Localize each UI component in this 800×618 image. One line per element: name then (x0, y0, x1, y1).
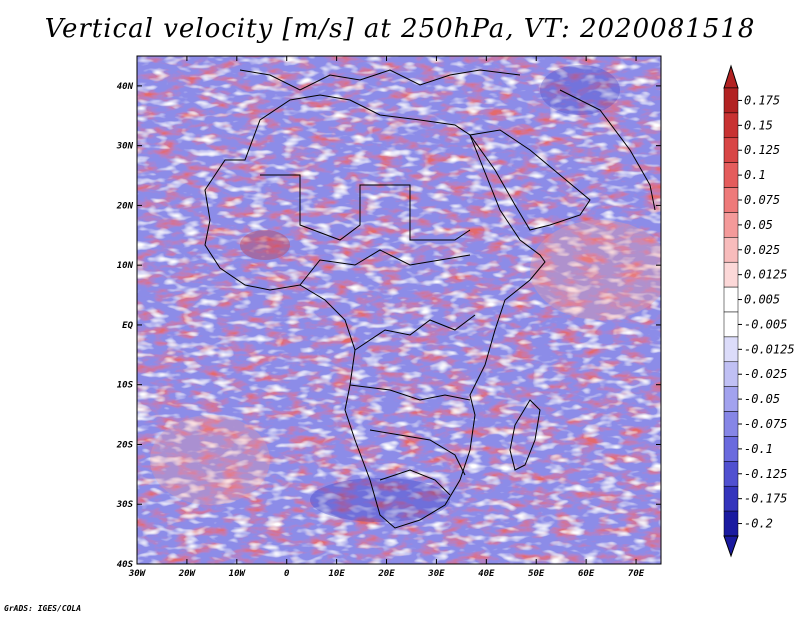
lon-tick-label: 60E (578, 569, 595, 579)
interior-border (379, 469, 451, 496)
europe-coastline (239, 69, 521, 91)
lon-tick-label: 10E (328, 569, 345, 579)
lon-tick-label: 20E (377, 569, 395, 579)
colorbar-swatch (723, 461, 739, 487)
coastlines (204, 69, 656, 529)
asia-coastline (559, 89, 656, 211)
colorbar-label: 0.15 (744, 118, 773, 132)
colorbar-label: 0.05 (744, 218, 773, 232)
madagascar-coastline (509, 399, 541, 471)
colorbar-swatch (723, 87, 739, 114)
lon-tick-label: 20W (178, 569, 197, 579)
lat-tick-label: 40S (117, 560, 134, 570)
interior-border (369, 429, 466, 476)
colorbar-label: -0.1 (744, 442, 773, 456)
lat-tick-label: 20N (116, 201, 134, 211)
colorbar-label: -0.05 (744, 392, 780, 406)
colorbar-label: 0.125 (744, 143, 780, 157)
lon-tick-label: 0 (284, 569, 290, 579)
lon-tick-label: 40E (478, 569, 495, 579)
colorbar-swatch (723, 237, 739, 263)
lat-tick-label: 30N (116, 142, 134, 152)
colorbar-swatch (723, 361, 739, 387)
colorbar-label: 0.1 (744, 168, 766, 182)
arabia-coastline (469, 129, 591, 231)
colorbar-swatch (723, 336, 739, 363)
grads-credit: GrADS: IGES/COLA (4, 604, 82, 613)
colorbar-label: -0.005 (744, 317, 787, 331)
colorbar-swatch (723, 411, 739, 437)
lat-tick-label: 30S (116, 500, 134, 510)
colorbar-swatch (723, 510, 739, 537)
colorbar-label: -0.025 (744, 367, 787, 381)
plot-frame (136, 55, 662, 565)
colorbar-swatch (723, 187, 739, 213)
colorbar: 0.175 0.15 0.125 0.1 0.075 0.05 0.025 0.0125 0.0… (723, 64, 795, 558)
colorbar-top-triangle (723, 64, 739, 89)
colorbar-swatch (723, 212, 739, 238)
interior-border (260, 174, 471, 241)
lon-tick-label: 30W (128, 569, 147, 579)
colorbar-label: -0.125 (744, 467, 787, 481)
colorbar-swatch (723, 261, 739, 288)
colorbar-bottom-triangle (723, 535, 739, 558)
colorbar-swatch (723, 162, 739, 188)
colorbar-swatch (723, 485, 739, 512)
lat-tick-label: 20S (116, 440, 134, 450)
colorbar-swatch (723, 137, 739, 163)
colorbar-label: -0.175 (744, 492, 787, 506)
lon-tick-label: 10W (229, 569, 247, 579)
lon-axis: 30W 20W 10W 0 10E 20E 30E 40E 50E 60E 70E (128, 56, 645, 579)
colorbar-swatch (723, 311, 739, 338)
lon-tick-label: 50E (528, 569, 545, 579)
colorbar-swatch (723, 112, 739, 139)
lat-axis: 40N 30N 20N 10N EQ 10S 20S 30S 40S (116, 82, 661, 570)
interior-border (354, 314, 476, 351)
velocity-field (137, 56, 661, 564)
lon-tick-label: 30E (427, 569, 445, 579)
interior-border (299, 249, 471, 286)
colorbar-swatch (723, 386, 739, 412)
map-title: Vertical velocity [m/s] at 250hPa, VT: 2… (44, 14, 756, 44)
colorbar-label: 0.175 (744, 93, 780, 107)
lat-tick-label: 10N (117, 261, 134, 271)
colorbar-label: 0.025 (744, 243, 780, 257)
colorbar-label: -0.075 (744, 417, 787, 431)
africa-coastline (204, 94, 546, 529)
colorbar-label: -0.2 (744, 517, 773, 531)
interior-border (349, 384, 471, 401)
lon-tick-label: 70E (628, 569, 645, 579)
colorbar-swatch (723, 286, 739, 313)
lat-tick-label: 10S (117, 381, 134, 391)
colorbar-label: -0.0125 (744, 342, 795, 356)
lat-tick-label: 40N (117, 82, 134, 92)
colorbar-label: 0.005 (744, 293, 780, 307)
colorbar-label: 0.075 (744, 193, 780, 207)
colorbar-label: 0.0125 (744, 268, 787, 282)
lat-tick-label: EQ (122, 321, 133, 331)
colorbar-swatch (723, 436, 739, 462)
